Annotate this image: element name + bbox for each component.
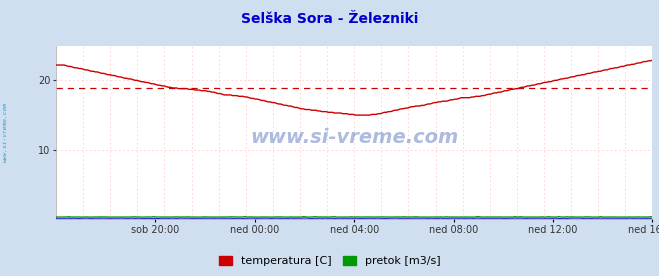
- Text: www.si-vreme.com: www.si-vreme.com: [250, 128, 459, 147]
- Text: Selška Sora - Železniki: Selška Sora - Železniki: [241, 12, 418, 26]
- Legend: temperatura [C], pretok [m3/s]: temperatura [C], pretok [m3/s]: [214, 251, 445, 270]
- Text: www.si-vreme.com: www.si-vreme.com: [3, 102, 8, 163]
